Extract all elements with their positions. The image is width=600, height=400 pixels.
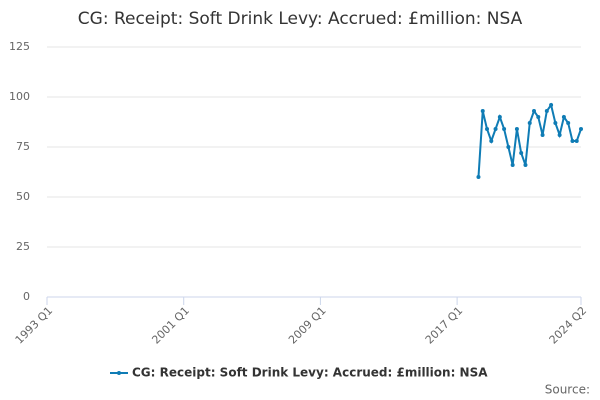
- data-point: [485, 127, 490, 131]
- data-point: [527, 121, 532, 125]
- x-tick-label: 2017 Q1: [423, 304, 466, 347]
- data-point: [493, 127, 498, 131]
- x-tick-label: 2024 Q2: [547, 304, 590, 347]
- data-point: [510, 163, 515, 167]
- y-tick-label: 0: [23, 290, 30, 303]
- data-point: [540, 133, 545, 137]
- x-tick-label: 2001 Q1: [149, 304, 192, 347]
- data-point: [476, 175, 481, 179]
- data-point: [502, 127, 507, 131]
- x-tick-label: 1993 Q1: [13, 304, 56, 347]
- data-point: [523, 163, 528, 167]
- data-point: [536, 115, 541, 119]
- y-tick-label: 75: [16, 140, 30, 153]
- series-line: [477, 102, 582, 178]
- data-point: [566, 121, 571, 125]
- data-point: [519, 151, 524, 155]
- data-point: [497, 115, 502, 119]
- data-point: [557, 133, 562, 137]
- y-tick-label: 50: [16, 190, 30, 203]
- data-point: [574, 139, 579, 143]
- data-point: [514, 127, 519, 131]
- data-point: [549, 103, 554, 107]
- data-point: [544, 109, 549, 113]
- chart-title: CG: Receipt: Soft Drink Levy: Accrued: £…: [78, 9, 523, 29]
- data-point: [532, 109, 537, 113]
- data-point: [579, 127, 583, 131]
- source: Source:: [545, 383, 590, 397]
- y-tick-label: 25: [16, 240, 30, 253]
- x-tick-label: 2009 Q1: [286, 304, 329, 347]
- data-point: [553, 121, 558, 125]
- data-point: [480, 109, 485, 113]
- y-tick-label: 125: [9, 40, 30, 53]
- data-point: [570, 139, 575, 143]
- data-point: [561, 115, 566, 119]
- legend-marker: [117, 371, 121, 375]
- data-point: [506, 145, 511, 149]
- y-tick-label: 100: [9, 90, 30, 103]
- legend-label: CG: Receipt: Soft Drink Levy: Accrued: £…: [132, 366, 488, 380]
- data-point: [489, 139, 494, 143]
